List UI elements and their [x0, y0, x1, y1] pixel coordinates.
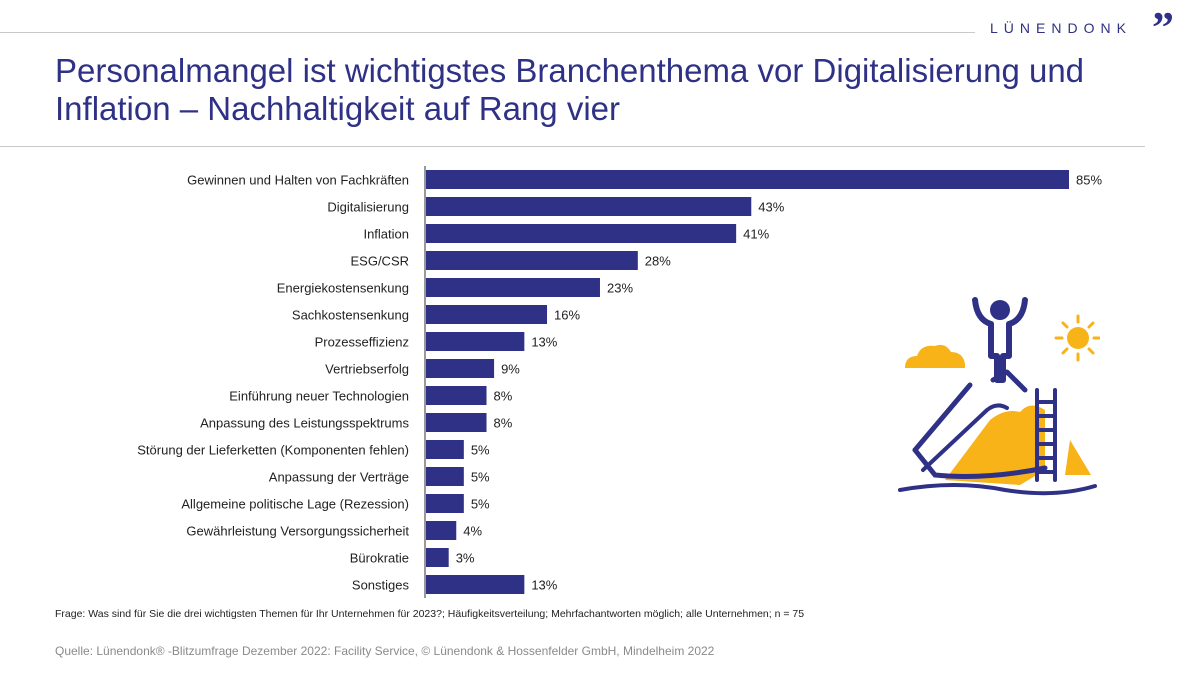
top-divider — [0, 32, 975, 33]
category-label: Prozesseffizienz — [315, 335, 409, 350]
bar — [426, 224, 737, 243]
category-label: Störung der Lieferketten (Komponenten fe… — [137, 443, 409, 458]
value-label: 4% — [463, 524, 482, 539]
value-label: 28% — [645, 254, 671, 269]
category-label: Allgemeine politische Lage (Rezession) — [181, 497, 409, 512]
survey-question: Frage: Was sind für Sie die drei wichtig… — [55, 608, 805, 620]
bar — [426, 170, 1069, 189]
category-label: Gewinnen und Halten von Fachkräften — [187, 173, 409, 188]
value-label: 3% — [456, 551, 475, 566]
category-label: Vertriebserfolg — [325, 362, 409, 377]
bar — [426, 305, 548, 324]
value-label: 23% — [607, 281, 633, 296]
bar — [426, 251, 638, 270]
value-label: 13% — [531, 578, 557, 593]
value-label: 13% — [531, 335, 557, 350]
bar — [426, 359, 495, 378]
bar — [426, 386, 487, 405]
value-label: 16% — [554, 308, 580, 323]
category-label: Inflation — [363, 227, 409, 242]
page-title: Personalmangel ist wichtigstes Branchent… — [55, 52, 1085, 127]
bar — [426, 575, 525, 594]
bar — [426, 413, 487, 432]
value-label: 85% — [1076, 173, 1102, 188]
mountain-summit-icon — [898, 297, 1100, 496]
brand-quote-mark: ” — [1152, 3, 1174, 52]
category-label: Sachkostensenkung — [292, 308, 409, 323]
value-label: 43% — [758, 200, 784, 215]
value-label: 41% — [743, 227, 769, 242]
category-label: Digitalisierung — [327, 200, 409, 215]
value-label: 5% — [471, 470, 490, 485]
bar — [426, 521, 457, 540]
value-label: 5% — [471, 497, 490, 512]
title-divider — [0, 146, 1145, 147]
bar — [426, 440, 464, 459]
bar — [426, 197, 752, 216]
source-note: Quelle: Lünendonk® -Blitzumfrage Dezembe… — [55, 644, 715, 658]
brand-logo-text: LÜNENDONK — [990, 20, 1132, 36]
category-label: Energiekostensenkung — [277, 281, 409, 296]
bar — [426, 494, 464, 513]
value-label: 8% — [494, 389, 513, 404]
bar — [426, 548, 449, 567]
category-label: Gewährleistung Versorgungssicherheit — [186, 524, 409, 539]
category-label: ESG/CSR — [350, 254, 409, 269]
bar — [426, 278, 600, 297]
category-label: Anpassung des Leistungsspektrums — [200, 416, 409, 431]
value-label: 8% — [494, 416, 513, 431]
category-label: Bürokratie — [350, 551, 409, 566]
category-label: Einführung neuer Technologien — [229, 389, 409, 404]
category-label: Sonstiges — [352, 578, 410, 593]
value-label: 5% — [471, 443, 490, 458]
bar — [426, 467, 464, 486]
bar — [426, 332, 525, 351]
value-label: 9% — [501, 362, 520, 377]
category-label: Anpassung der Verträge — [269, 470, 409, 485]
